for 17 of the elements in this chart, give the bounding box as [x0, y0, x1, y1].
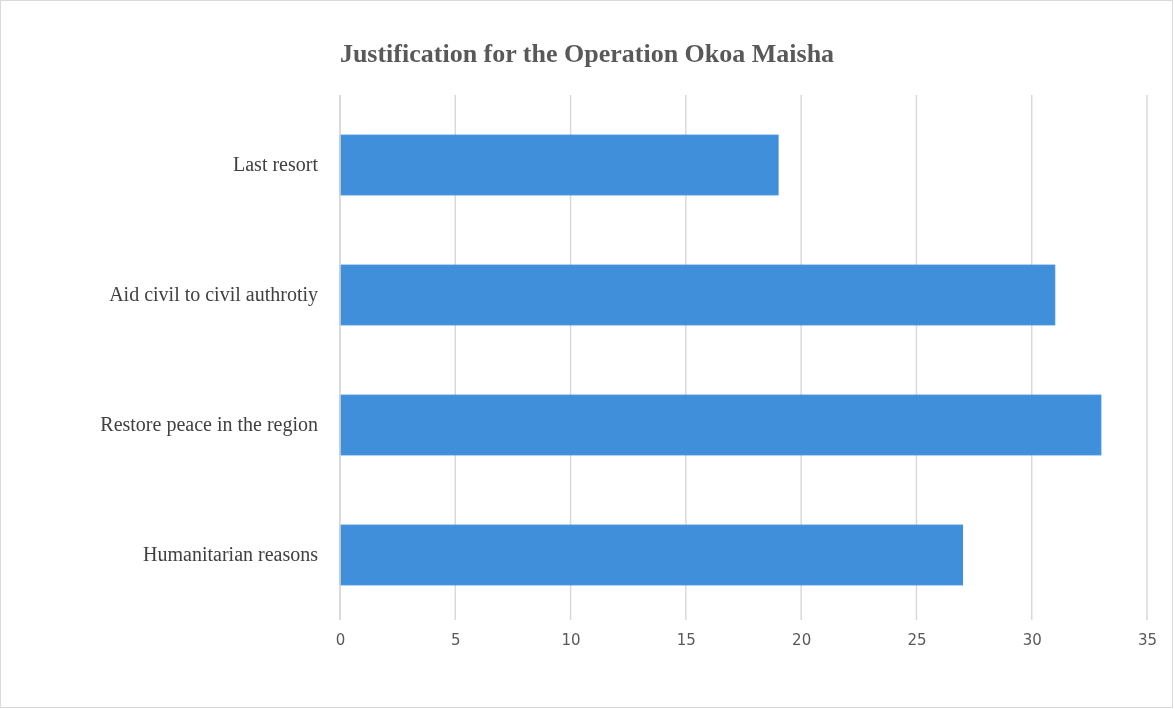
chart-title: Justification for the Operation Okoa Maisha	[339, 39, 835, 68]
x-tick-label: 35	[1137, 630, 1158, 649]
x-tick-label: 10	[561, 630, 581, 649]
x-tick-label: 0	[335, 630, 346, 649]
x-tick-label: 20	[792, 630, 812, 649]
y-tick-label: Last resort	[233, 153, 319, 176]
bar	[339, 524, 964, 586]
bar	[339, 134, 779, 196]
x-tick-label: 30	[1022, 630, 1042, 649]
x-tick-label: 5	[451, 630, 461, 649]
y-tick-label: Aid civil to civil authrotiy	[109, 283, 318, 307]
x-tick-label: 25	[907, 630, 927, 649]
y-tick-label: Restore peace in the region	[100, 413, 318, 437]
bar	[339, 394, 1102, 456]
bar	[339, 264, 1056, 326]
x-tick-label: 15	[676, 630, 696, 649]
y-tick-label: Humanitarian reasons	[143, 543, 319, 566]
